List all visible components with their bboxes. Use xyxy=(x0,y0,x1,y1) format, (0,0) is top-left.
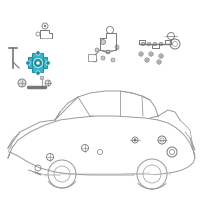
Circle shape xyxy=(111,58,115,62)
Circle shape xyxy=(36,61,40,65)
Circle shape xyxy=(159,54,163,58)
Circle shape xyxy=(101,56,105,60)
Circle shape xyxy=(147,42,151,46)
FancyBboxPatch shape xyxy=(88,54,96,61)
Circle shape xyxy=(44,25,46,27)
Polygon shape xyxy=(8,116,195,175)
Circle shape xyxy=(36,71,40,75)
Circle shape xyxy=(40,76,44,80)
Circle shape xyxy=(106,50,110,54)
Circle shape xyxy=(115,45,119,49)
Circle shape xyxy=(95,48,99,52)
Circle shape xyxy=(36,51,40,55)
Circle shape xyxy=(134,139,136,141)
Circle shape xyxy=(46,61,50,65)
Circle shape xyxy=(93,58,97,62)
Circle shape xyxy=(159,42,163,46)
Circle shape xyxy=(26,61,30,65)
FancyBboxPatch shape xyxy=(29,58,48,68)
Circle shape xyxy=(101,40,106,45)
Circle shape xyxy=(149,52,153,56)
Circle shape xyxy=(34,58,42,68)
Circle shape xyxy=(145,58,149,62)
Circle shape xyxy=(153,42,157,46)
Circle shape xyxy=(157,60,161,64)
FancyBboxPatch shape xyxy=(32,53,44,72)
Circle shape xyxy=(139,52,143,56)
Circle shape xyxy=(141,42,145,46)
Circle shape xyxy=(18,79,26,87)
Circle shape xyxy=(45,80,51,86)
